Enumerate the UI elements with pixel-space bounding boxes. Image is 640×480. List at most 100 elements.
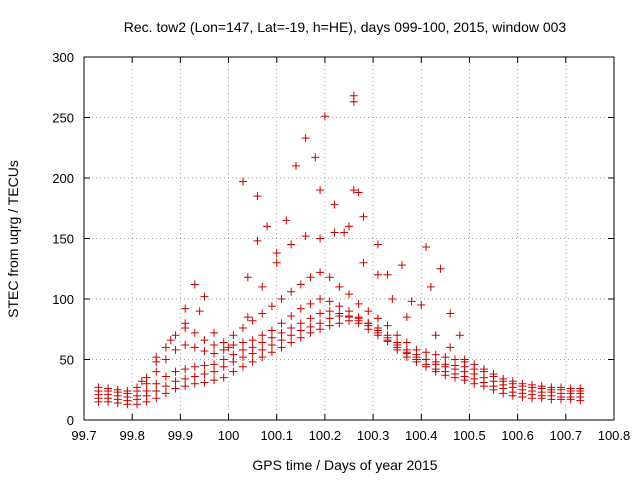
data-point [210, 360, 219, 369]
data-point [181, 319, 190, 328]
data-point [239, 353, 247, 362]
data-point [190, 280, 199, 289]
x-tick-label: 100.2 [309, 428, 342, 443]
data-point [451, 355, 459, 364]
data-point [383, 333, 392, 342]
data-point [306, 314, 315, 323]
data-point [267, 333, 276, 342]
data-point [219, 345, 228, 354]
data-point [422, 355, 431, 364]
data-point [267, 302, 276, 311]
data-point [340, 228, 349, 237]
data-point [229, 367, 238, 376]
data-point [181, 365, 190, 374]
data-point [325, 273, 334, 282]
x-axis-label: GPS time / Days of year 2015 [252, 457, 437, 473]
data-point [402, 338, 411, 347]
data-point [113, 385, 122, 394]
data-point [171, 384, 180, 393]
data-point [277, 319, 286, 328]
data-point [258, 353, 267, 362]
data-point [373, 326, 382, 335]
data-point [137, 377, 146, 386]
data-point [287, 331, 296, 340]
data-point [210, 349, 219, 358]
data-point [557, 383, 565, 392]
data-point [142, 386, 151, 395]
data-point [431, 350, 440, 359]
data-point [181, 382, 190, 391]
data-point [272, 258, 281, 267]
data-point [345, 307, 353, 316]
y-tick-label: 200 [52, 171, 74, 186]
data-point [248, 316, 257, 325]
data-point [566, 384, 575, 393]
y-tick-label: 300 [52, 50, 74, 65]
data-point [152, 394, 161, 403]
data-point [296, 304, 305, 313]
data-point [364, 319, 373, 328]
x-tick-label: 100.7 [550, 428, 583, 443]
axis-ticks: 99.7 99.8 99.9 100 100.1 100.2 100.3 100.4 100.5… [52, 50, 630, 443]
data-point [243, 313, 252, 322]
data-point [210, 367, 219, 376]
y-tick-label: 50 [60, 353, 74, 368]
data-point [161, 389, 170, 398]
data-point [161, 343, 170, 352]
data-point [277, 343, 286, 352]
data-point [181, 340, 190, 349]
data-point [161, 355, 170, 364]
chart-title: Rec. tow2 (Lon=147, Lat=-19, h=HE), days… [124, 19, 567, 35]
data-point [195, 307, 204, 316]
data-point [258, 331, 267, 340]
data-point [282, 216, 291, 225]
data-point [441, 360, 450, 369]
data-point [248, 343, 257, 352]
data-point [359, 258, 368, 267]
data-point [422, 242, 431, 251]
data-point [152, 386, 161, 395]
data-point [547, 383, 556, 392]
data-point [345, 290, 353, 299]
data-point [325, 307, 334, 316]
data-point [267, 348, 276, 357]
data-point [354, 299, 363, 308]
data-point [229, 357, 238, 366]
data-point [460, 355, 469, 364]
data-point [277, 336, 286, 345]
data-point [292, 161, 300, 170]
data-point [508, 377, 517, 386]
x-tick-label: 100 [218, 428, 240, 443]
y-axis-label: STEC from uqrg / TECUs [5, 160, 21, 318]
y-tick-label: 0 [67, 413, 74, 428]
data-point [446, 309, 455, 318]
data-point [171, 345, 180, 354]
data-point [306, 322, 315, 331]
data-point [171, 331, 180, 340]
data-point [489, 370, 498, 379]
data-point [518, 379, 527, 388]
data-point [455, 331, 464, 340]
data-point [287, 311, 296, 320]
data-point [287, 338, 296, 347]
data-point [388, 295, 397, 303]
data-point [253, 192, 262, 201]
data-point [316, 268, 325, 277]
data-point [248, 357, 257, 366]
data-point [306, 299, 315, 308]
data-point [104, 384, 113, 393]
data-point [263, 222, 272, 231]
data-point [296, 319, 305, 328]
data-point [441, 353, 450, 362]
data-point [210, 340, 219, 349]
data-point [239, 177, 247, 186]
data-point [200, 370, 209, 379]
data-point [412, 353, 421, 362]
data-point [373, 270, 382, 279]
data-point [166, 336, 175, 345]
data-point [142, 373, 151, 382]
data-point [393, 331, 402, 340]
data-point [431, 331, 440, 340]
data-point [258, 345, 267, 354]
data-point [200, 347, 209, 356]
